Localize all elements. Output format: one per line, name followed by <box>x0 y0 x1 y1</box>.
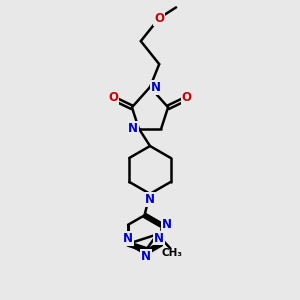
Text: N: N <box>154 232 164 244</box>
Text: O: O <box>182 91 191 104</box>
Text: O: O <box>109 91 118 104</box>
Text: N: N <box>128 122 138 135</box>
Text: N: N <box>123 232 133 245</box>
Text: N: N <box>161 218 172 231</box>
Text: N: N <box>141 250 151 263</box>
Text: O: O <box>154 12 164 25</box>
Text: N: N <box>151 81 160 94</box>
Text: N: N <box>145 193 155 206</box>
Text: CH₃: CH₃ <box>161 248 182 258</box>
